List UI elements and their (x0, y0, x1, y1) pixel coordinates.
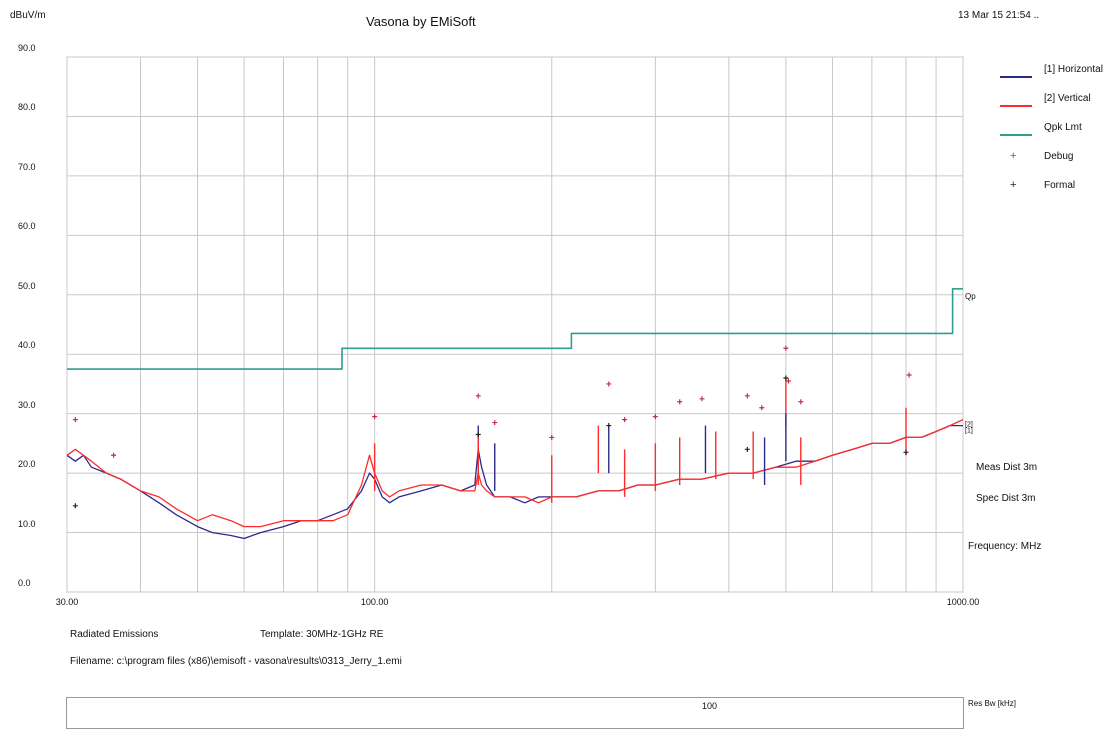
formal-point (606, 423, 612, 429)
debug-point (606, 381, 612, 387)
legend-swatch (1000, 76, 1032, 78)
chart-title: Vasona by EMiSoft (366, 14, 476, 29)
legend-item: [1] Horizontal (1000, 62, 1110, 84)
trace-end-label: [2] (965, 422, 973, 429)
debug-point (372, 414, 378, 420)
legend-item: [2] Vertical (1000, 91, 1110, 113)
test-type-label: Radiated Emissions (70, 629, 159, 640)
formal-point (903, 449, 909, 455)
legend-item: Qpk Lmt (1000, 120, 1110, 142)
debug-point (759, 405, 765, 411)
debug-point (699, 396, 705, 402)
meas-dist-label: Meas Dist 3m (976, 462, 1038, 473)
limit-end-label: Qp (965, 292, 976, 301)
y-tick-label: 80.0 (18, 102, 36, 113)
legend-item: + Debug (1000, 149, 1110, 171)
formal-point (72, 503, 78, 509)
spec-dist-label: Spec Dist 3m (976, 493, 1036, 504)
emissions-plot: Qp [2][1] (66, 56, 976, 593)
debug-point (906, 372, 912, 378)
res-bw-strip: 100 (66, 697, 964, 729)
legend-label: Qpk Lmt (1044, 122, 1082, 133)
debug-point (798, 399, 804, 405)
series-line-3 (67, 287, 963, 370)
res-bw-value: 100 (702, 701, 718, 711)
legend-label: Debug (1044, 151, 1074, 162)
debug-point (475, 393, 481, 399)
template-label: Template: 30MHz-1GHz RE (260, 629, 384, 640)
x-tick-label: 30.00 (55, 597, 79, 607)
debug-point (492, 420, 498, 426)
debug-point (111, 452, 117, 458)
legend-swatch (1000, 134, 1032, 136)
formal-point (744, 446, 750, 452)
formal-point (475, 431, 481, 437)
trace-end-label: [1] (965, 428, 973, 435)
formal-point (783, 375, 789, 381)
x-tick-label: 1000.00 (946, 597, 980, 607)
y-tick-label: 70.0 (18, 161, 36, 172)
series-line-1 (66, 424, 963, 540)
legend-label: Formal (1044, 180, 1076, 191)
y-tick-label: 10.0 (18, 518, 36, 529)
timestamp: 13 Mar 15 21:54 .. (958, 10, 1040, 21)
res-bw-label: Res Bw [kHz] (968, 699, 1017, 708)
debug-point (549, 434, 555, 440)
legend-item: + Formal (1000, 178, 1110, 200)
debug-point (785, 378, 791, 384)
legend-marker: + (1010, 179, 1017, 191)
legend-label: [1] Horizontal (1044, 64, 1103, 75)
plot-frame (66, 56, 964, 593)
y-tick-label: 90.0 (18, 43, 36, 53)
y-axis-unit-label: dBuV/m (10, 10, 46, 21)
x-tick-label: 100.00 (360, 597, 389, 607)
y-tick-label: 60.0 (18, 221, 36, 232)
y-tick-label: 30.0 (18, 399, 36, 410)
frequency-unit-label: Frequency: MHz (968, 541, 1042, 552)
y-tick-label: 40.0 (18, 340, 36, 351)
filename-label: Filename: c:\program files (x86)\emisoft… (70, 656, 402, 667)
y-tick-label: 20.0 (18, 459, 36, 470)
series-line-2 (66, 419, 964, 528)
legend-label: [2] Vertical (1044, 93, 1091, 104)
legend-marker: + (1010, 150, 1017, 162)
debug-point (652, 414, 658, 420)
debug-point (783, 345, 789, 351)
debug-point (677, 399, 683, 405)
debug-point (744, 393, 750, 399)
debug-point (72, 417, 78, 423)
y-tick-label: 0.0 (18, 578, 31, 588)
y-tick-label: 50.0 (18, 280, 36, 291)
legend-swatch (1000, 105, 1032, 107)
debug-point (622, 417, 628, 423)
